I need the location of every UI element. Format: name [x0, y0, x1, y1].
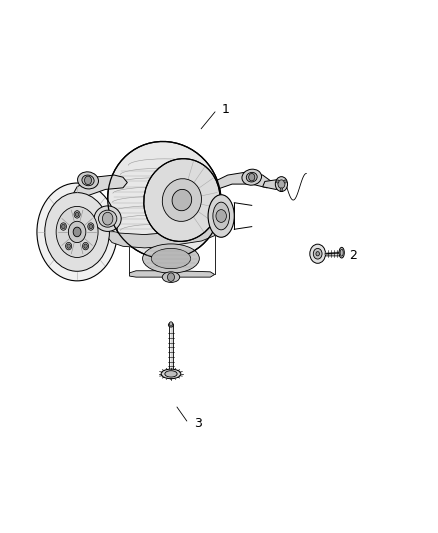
Ellipse shape [143, 244, 199, 273]
Bar [170, 325, 173, 375]
Ellipse shape [339, 247, 344, 258]
Circle shape [85, 176, 92, 184]
Circle shape [284, 180, 286, 183]
Ellipse shape [82, 175, 94, 185]
Polygon shape [170, 375, 173, 379]
Circle shape [102, 212, 113, 225]
Ellipse shape [340, 249, 343, 256]
Ellipse shape [213, 202, 230, 230]
Ellipse shape [172, 189, 192, 211]
Circle shape [88, 223, 94, 230]
Circle shape [313, 248, 322, 259]
Polygon shape [263, 180, 287, 189]
Ellipse shape [162, 179, 201, 221]
Circle shape [169, 322, 173, 326]
Circle shape [316, 252, 319, 256]
Text: 1: 1 [222, 103, 230, 116]
Circle shape [276, 180, 279, 183]
Ellipse shape [162, 272, 180, 282]
Ellipse shape [161, 369, 181, 378]
Circle shape [67, 244, 71, 248]
Circle shape [66, 243, 72, 250]
Ellipse shape [144, 159, 220, 241]
Circle shape [56, 206, 98, 257]
Ellipse shape [94, 206, 121, 231]
Ellipse shape [151, 248, 191, 269]
Ellipse shape [78, 172, 99, 189]
Circle shape [280, 188, 283, 191]
Polygon shape [73, 175, 127, 201]
Ellipse shape [99, 210, 117, 227]
Circle shape [249, 173, 255, 181]
Ellipse shape [168, 323, 173, 327]
Circle shape [75, 212, 79, 216]
Circle shape [84, 244, 87, 248]
Circle shape [310, 244, 325, 263]
Polygon shape [208, 172, 272, 189]
Ellipse shape [108, 141, 221, 259]
Circle shape [167, 273, 174, 281]
Polygon shape [130, 271, 215, 277]
Circle shape [68, 221, 86, 243]
Circle shape [37, 183, 117, 281]
Text: 2: 2 [349, 249, 357, 262]
Circle shape [89, 224, 92, 229]
Text: 3: 3 [194, 417, 201, 430]
Circle shape [82, 243, 88, 250]
Circle shape [45, 192, 110, 271]
Circle shape [278, 180, 285, 188]
Circle shape [74, 211, 80, 218]
Circle shape [276, 176, 288, 191]
Ellipse shape [242, 169, 261, 185]
Ellipse shape [165, 370, 177, 377]
Ellipse shape [246, 172, 257, 182]
Circle shape [216, 209, 226, 222]
Polygon shape [108, 225, 219, 248]
Ellipse shape [208, 195, 234, 237]
Circle shape [60, 223, 67, 230]
Circle shape [73, 227, 81, 237]
Bar [170, 326, 171, 374]
Circle shape [62, 224, 65, 229]
